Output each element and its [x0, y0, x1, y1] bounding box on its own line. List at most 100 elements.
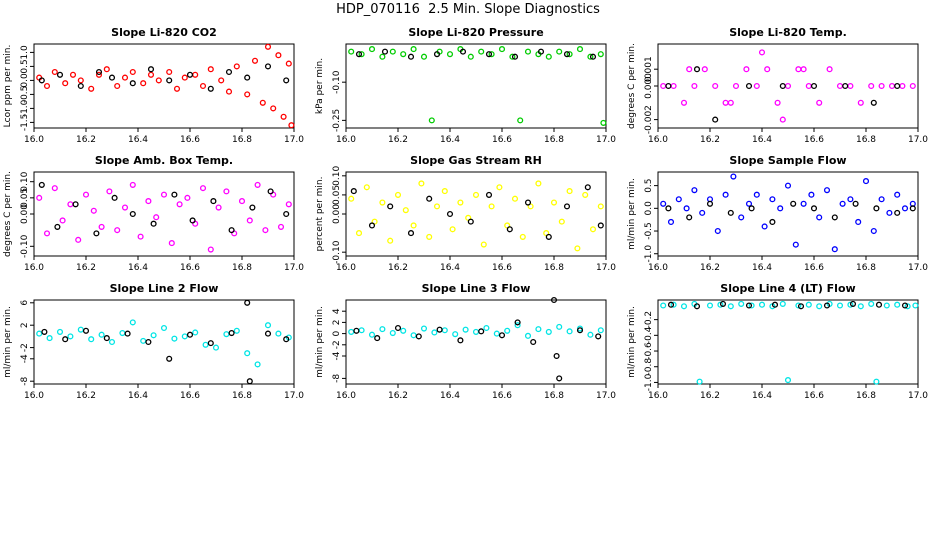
- x-tick-label: 16.0: [648, 263, 668, 273]
- y-tick-label: -0.10: [332, 70, 342, 94]
- x-tick-label: 16.2: [700, 391, 720, 401]
- data-point: [36, 330, 43, 337]
- data-point: [748, 205, 755, 212]
- data-point: [407, 230, 415, 237]
- data-point: [758, 301, 766, 308]
- data-point: [358, 51, 365, 58]
- x-tick-label: 16.2: [700, 135, 720, 145]
- data-point: [394, 324, 402, 332]
- panel-title: Slope Sample Flow: [729, 154, 846, 167]
- data-point: [121, 74, 129, 81]
- data-point: [556, 48, 563, 55]
- data-point: [722, 99, 729, 106]
- data-point: [800, 200, 807, 207]
- y-tick-label: 0.05: [20, 188, 30, 208]
- data-point: [563, 51, 571, 58]
- data-point: [790, 200, 797, 207]
- x-tick-label: 16.8: [232, 391, 252, 401]
- data-series: [355, 48, 597, 60]
- y-tick-label: 0.000: [644, 73, 654, 99]
- data-point: [478, 328, 485, 335]
- data-point: [712, 116, 719, 123]
- data-point: [233, 63, 240, 70]
- data-point: [784, 182, 792, 189]
- data-series: [353, 296, 602, 382]
- data-point: [246, 217, 253, 224]
- data-point: [246, 378, 253, 385]
- chart-panel: Slope Sample Flow 16.0 16.2 16.4 16.6 16.8 17.…: [627, 154, 928, 273]
- y-tick-label: 2: [332, 320, 342, 326]
- y-tick-label: 0.10: [20, 171, 30, 191]
- chart-panel: Slope Gas Stream RH 16.0 16.2 16.4 16.6 16.8 1…: [315, 154, 616, 273]
- data-series: [348, 322, 604, 339]
- data-point: [379, 53, 386, 60]
- data-point: [67, 333, 74, 340]
- data-point: [410, 332, 417, 339]
- data-point: [67, 201, 74, 208]
- data-point: [36, 194, 43, 201]
- x-tick-label: 16.0: [336, 391, 356, 401]
- data-point: [563, 203, 571, 210]
- y-tick-label: 2: [20, 322, 30, 328]
- data-series: [348, 46, 607, 126]
- data-point: [693, 303, 701, 310]
- page-title: HDP_070116 2.5 Min. Slope Diagnostics: [336, 2, 600, 17]
- data-point: [176, 201, 183, 208]
- data-point: [121, 204, 129, 211]
- panel-title: Slope Line 4 (LT) Flow: [720, 282, 855, 295]
- data-point: [899, 82, 906, 90]
- data-point: [353, 327, 360, 334]
- data-point: [348, 48, 355, 55]
- y-tick-label: -0.10: [332, 240, 342, 264]
- y-tick-label: -1.5: [20, 114, 30, 132]
- data-point: [558, 218, 565, 225]
- y-tick-label: 0.00: [20, 204, 30, 224]
- data-point: [753, 191, 760, 198]
- data-point: [753, 82, 760, 90]
- data-point: [691, 82, 698, 90]
- data-point: [727, 209, 734, 216]
- data-point: [462, 326, 469, 333]
- x-tick-label: 16.4: [752, 135, 772, 145]
- data-point: [901, 205, 909, 212]
- data-point: [769, 218, 776, 225]
- data-point: [171, 335, 178, 342]
- data-point: [597, 51, 604, 58]
- data-point: [207, 340, 214, 347]
- data-series: [665, 66, 901, 123]
- data-point: [387, 203, 394, 210]
- data-point: [75, 236, 82, 243]
- x-tick-label: 16.6: [492, 263, 512, 273]
- y-tick-label: -0.6: [644, 342, 654, 360]
- data-point: [259, 99, 266, 106]
- data-point: [153, 214, 160, 221]
- data-point: [129, 319, 136, 326]
- data-point: [816, 99, 823, 106]
- data-point: [140, 80, 147, 87]
- data-point: [420, 325, 428, 332]
- data-point: [683, 205, 690, 212]
- x-tick-label: 17.0: [284, 135, 304, 145]
- x-tick-label: 17.0: [596, 391, 616, 401]
- data-point: [472, 191, 480, 198]
- x-tick-label: 16.6: [180, 263, 200, 273]
- data-point: [852, 200, 859, 207]
- data-point: [566, 328, 573, 335]
- data-point: [275, 330, 282, 337]
- data-point: [912, 302, 919, 309]
- data-series: [350, 184, 604, 240]
- data-point: [485, 191, 493, 198]
- data-point: [228, 227, 235, 234]
- data-point: [145, 338, 152, 346]
- x-tick-label: 16.6: [492, 135, 512, 145]
- y-axis-label: ml/min per min.: [3, 306, 13, 378]
- data-point: [98, 223, 105, 230]
- data-point: [808, 191, 815, 198]
- chart-panel: Slope Li-820 CO2 16.0 16.2 16.4 16.6 16.8 17.0…: [3, 26, 304, 145]
- data-point: [816, 214, 823, 221]
- data-point: [545, 53, 552, 60]
- data-point: [103, 66, 110, 73]
- y-tick-label: 0.0: [20, 73, 30, 88]
- data-point: [597, 203, 604, 210]
- data-series: [660, 300, 919, 385]
